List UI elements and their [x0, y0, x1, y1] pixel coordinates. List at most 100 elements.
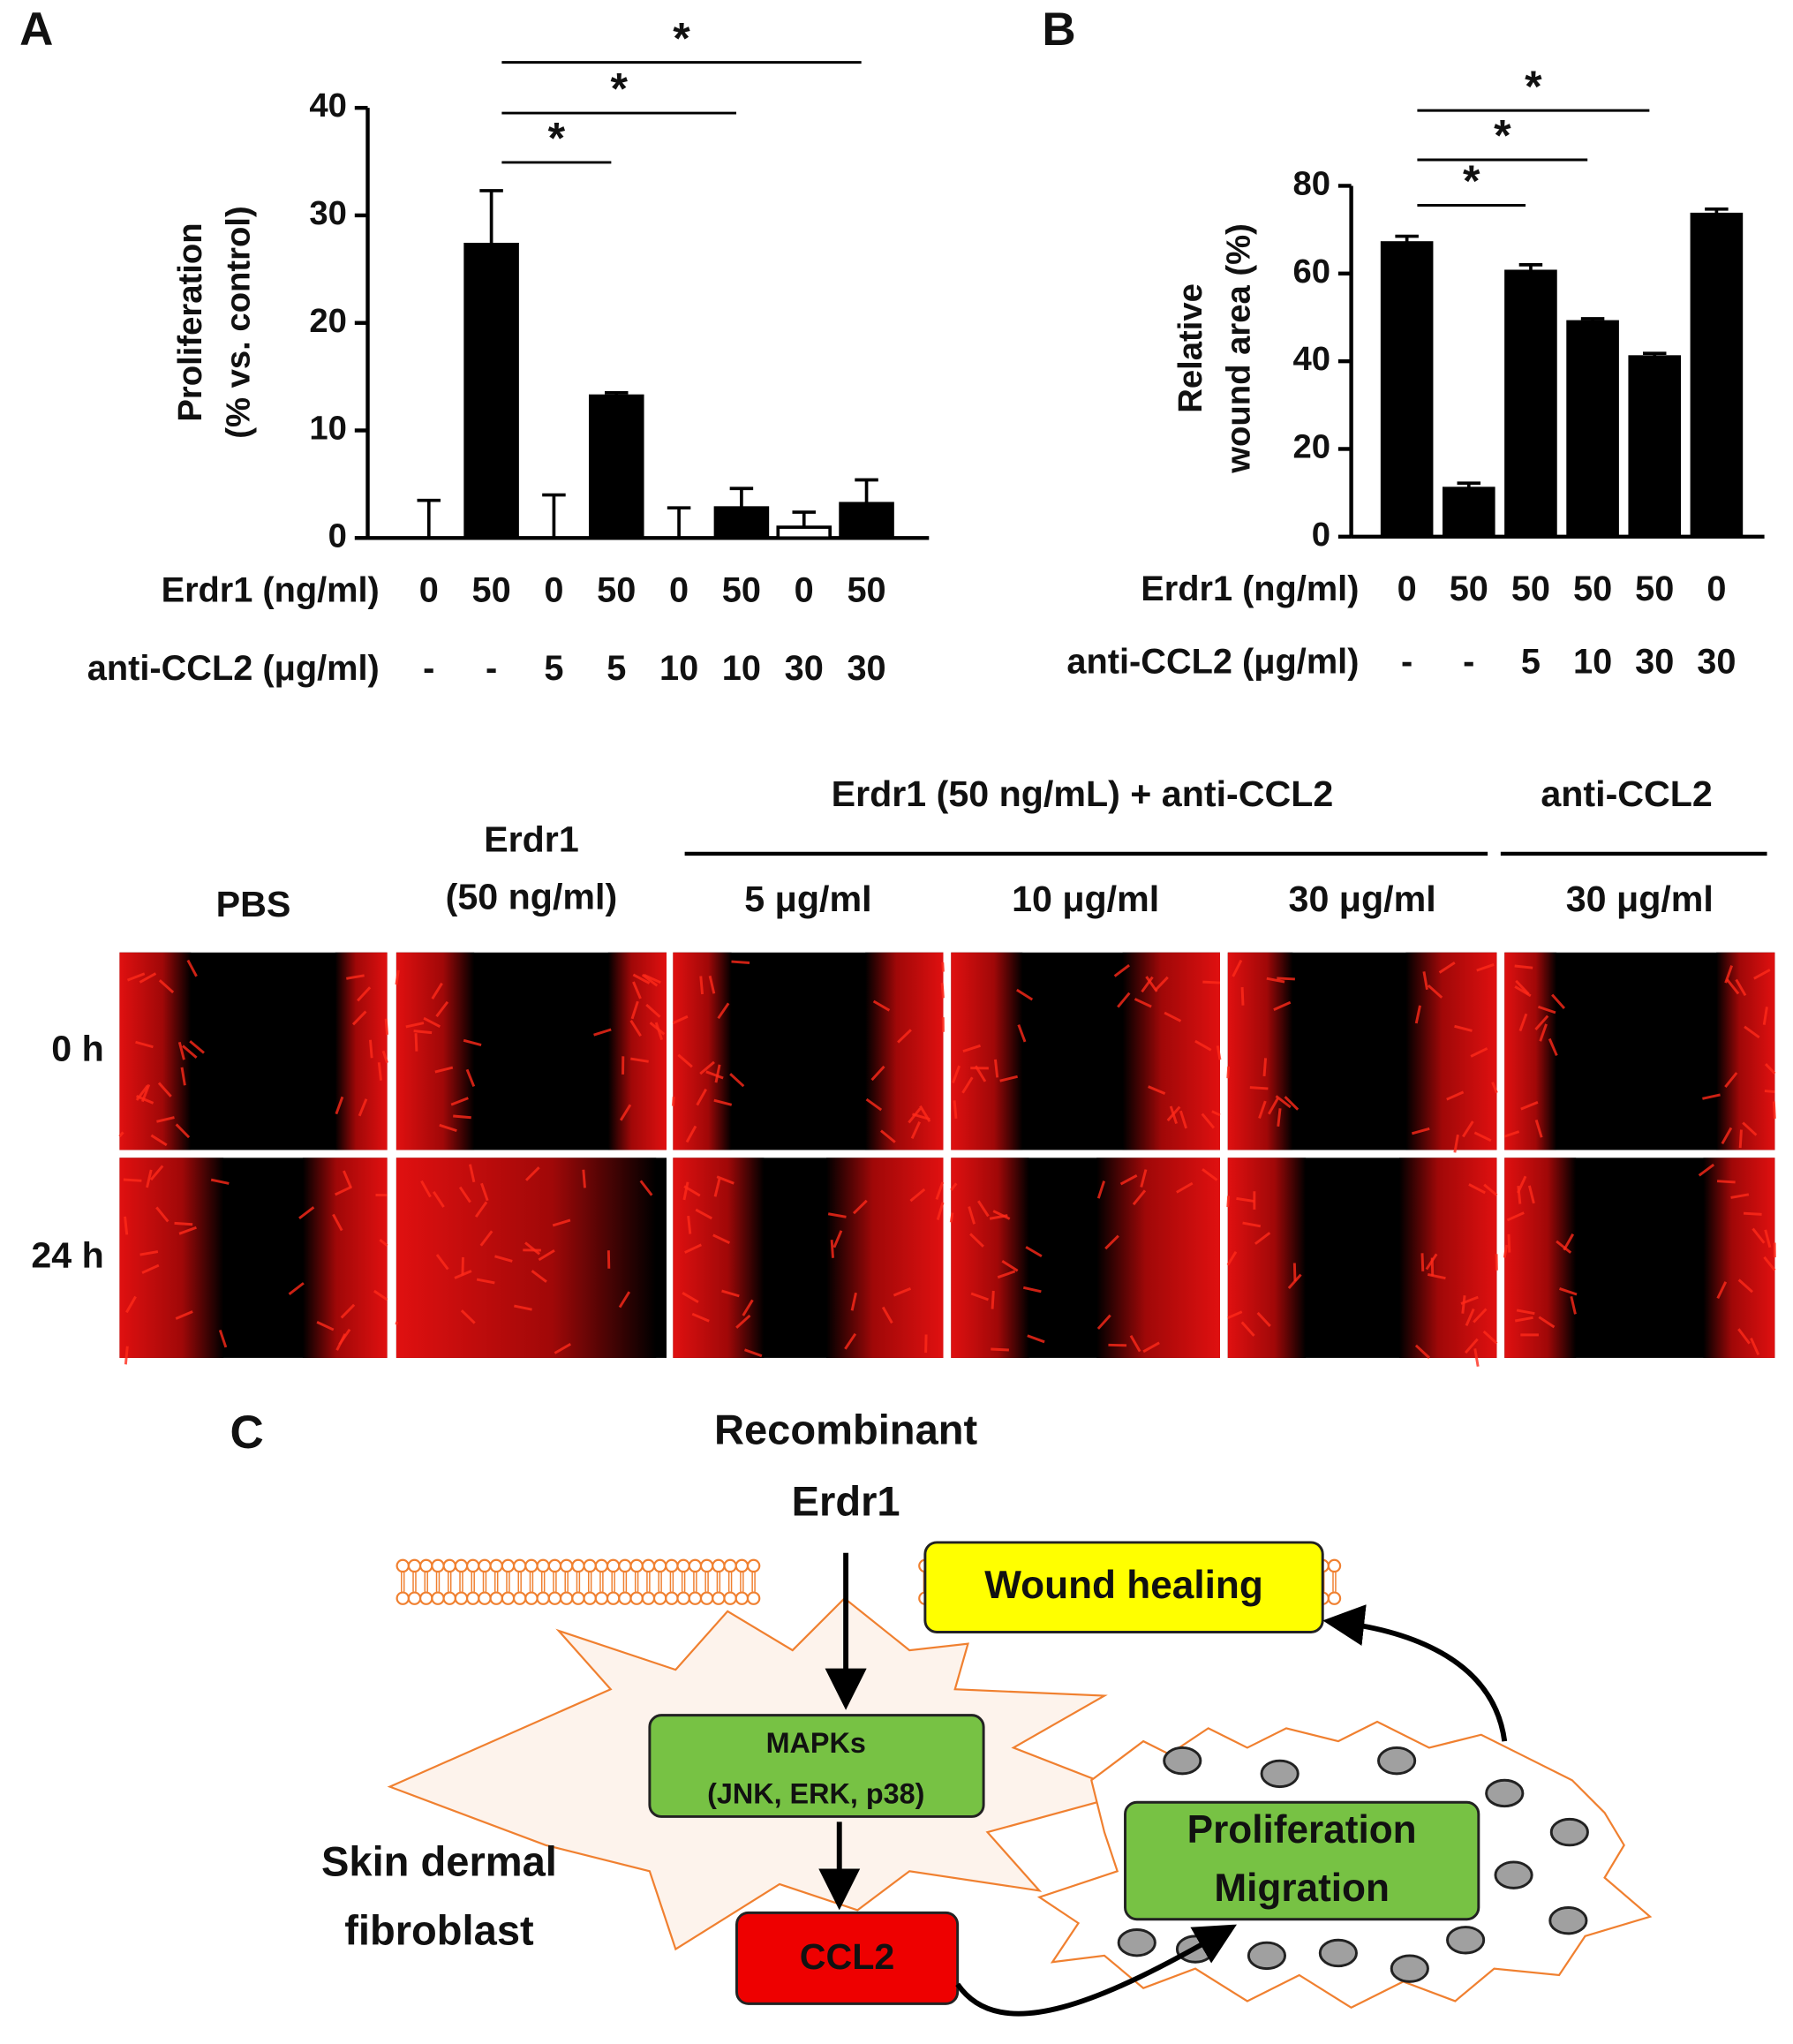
- lipid-head: [665, 1591, 679, 1605]
- cell: [554, 1342, 571, 1354]
- cell: [865, 1097, 883, 1112]
- significance-star: *: [1463, 156, 1480, 206]
- row-label: Erdr1 (ng/ml): [162, 571, 380, 610]
- cell: [1461, 1295, 1466, 1314]
- micrograph: [395, 952, 667, 1150]
- cell: [358, 1098, 368, 1117]
- cell: [1716, 1180, 1736, 1184]
- cell: [1764, 1090, 1775, 1094]
- micrograph: [119, 1158, 388, 1365]
- cell: [1154, 976, 1169, 992]
- cell: [881, 1306, 893, 1324]
- cell: [373, 1289, 388, 1301]
- cell: [524, 1166, 540, 1181]
- cell: [468, 1164, 476, 1183]
- y-tick-label: 20: [1293, 428, 1331, 466]
- lipid-head: [524, 1591, 539, 1605]
- cell: [919, 1105, 931, 1123]
- lipid-head: [606, 1591, 621, 1605]
- y-axis-label: Relative: [1171, 283, 1209, 413]
- cell: [531, 1270, 547, 1283]
- cell: [743, 1348, 763, 1358]
- cell: [1738, 1129, 1743, 1149]
- cell: [1275, 1095, 1292, 1109]
- cell: [435, 1000, 449, 1018]
- x-tick-label: 5: [544, 649, 563, 688]
- cell: [632, 981, 642, 999]
- lipid-head: [665, 1558, 679, 1573]
- cell: [124, 1346, 129, 1365]
- x-tick-label: 0: [544, 571, 563, 610]
- column-label: 30 μg/ml: [1289, 879, 1436, 919]
- mapks-label: MAPKs: [766, 1727, 866, 1759]
- cell: [1726, 978, 1740, 995]
- cell: [1427, 984, 1443, 999]
- cell: [684, 1243, 702, 1254]
- cell: [870, 1065, 885, 1082]
- cell: [141, 1263, 160, 1274]
- cell-front: [826, 1158, 944, 1358]
- lipid-head: [594, 1558, 609, 1573]
- cell: [1460, 1295, 1479, 1305]
- cell: [909, 1188, 926, 1203]
- cell: [476, 1278, 495, 1285]
- cell: [1753, 969, 1771, 980]
- cell: [218, 1329, 228, 1348]
- bar: [1380, 241, 1434, 539]
- cell: [1453, 1134, 1459, 1153]
- x-tick-label: 50: [1573, 569, 1612, 608]
- cell-front: [1399, 1158, 1497, 1358]
- cell: [146, 1169, 153, 1188]
- cell: [682, 1181, 689, 1201]
- lipid-head: [547, 1558, 562, 1573]
- lipid-head: [442, 1591, 456, 1605]
- cell: [1201, 1113, 1216, 1129]
- cell: [1515, 979, 1530, 995]
- cell: [953, 1100, 958, 1120]
- mapks-label: (JNK, ERK, p38): [707, 1777, 924, 1809]
- column-label: (50 ng/ml): [446, 876, 618, 916]
- cell: [1422, 971, 1428, 990]
- bar: [839, 502, 894, 540]
- cell: [961, 1076, 974, 1094]
- cell: [1226, 1195, 1231, 1208]
- micrograph: [395, 1158, 667, 1358]
- cell: [174, 1221, 193, 1226]
- cell: [1476, 963, 1495, 972]
- cell: [182, 1045, 198, 1060]
- cell: [1216, 1045, 1222, 1060]
- cell: [1096, 1180, 1106, 1199]
- cell: [677, 1053, 693, 1068]
- cell: [1737, 1328, 1751, 1345]
- cell: [940, 983, 945, 999]
- cell-front: [396, 952, 475, 1150]
- cell: [210, 1178, 230, 1185]
- panel-label: C: [230, 1407, 264, 1459]
- cell: [1548, 1037, 1558, 1057]
- cell: [524, 1241, 541, 1256]
- cell: [1517, 1185, 1522, 1204]
- cell: [332, 1213, 343, 1232]
- lipid-head: [442, 1558, 456, 1573]
- cell: [1721, 1127, 1733, 1145]
- cell: [968, 1206, 976, 1225]
- micrograph: [671, 952, 945, 1150]
- cell: [431, 982, 443, 999]
- x-tick-label: -: [423, 649, 434, 688]
- cell: [1764, 1229, 1772, 1248]
- cell: [1507, 1233, 1511, 1253]
- cell: [1514, 964, 1533, 969]
- cell: [582, 1169, 586, 1188]
- cell: [941, 962, 945, 972]
- cell: [852, 1199, 868, 1215]
- nucleus: [1549, 1817, 1589, 1847]
- cell: [639, 1180, 653, 1196]
- cell: [180, 1067, 186, 1086]
- cell: [1096, 1314, 1111, 1330]
- cell: [1202, 980, 1221, 984]
- outcome-label: Migration: [1214, 1867, 1390, 1910]
- cell: [149, 1165, 164, 1181]
- cell: [1142, 1341, 1160, 1354]
- lipid-head: [688, 1558, 703, 1573]
- micrograph: [1503, 1158, 1776, 1358]
